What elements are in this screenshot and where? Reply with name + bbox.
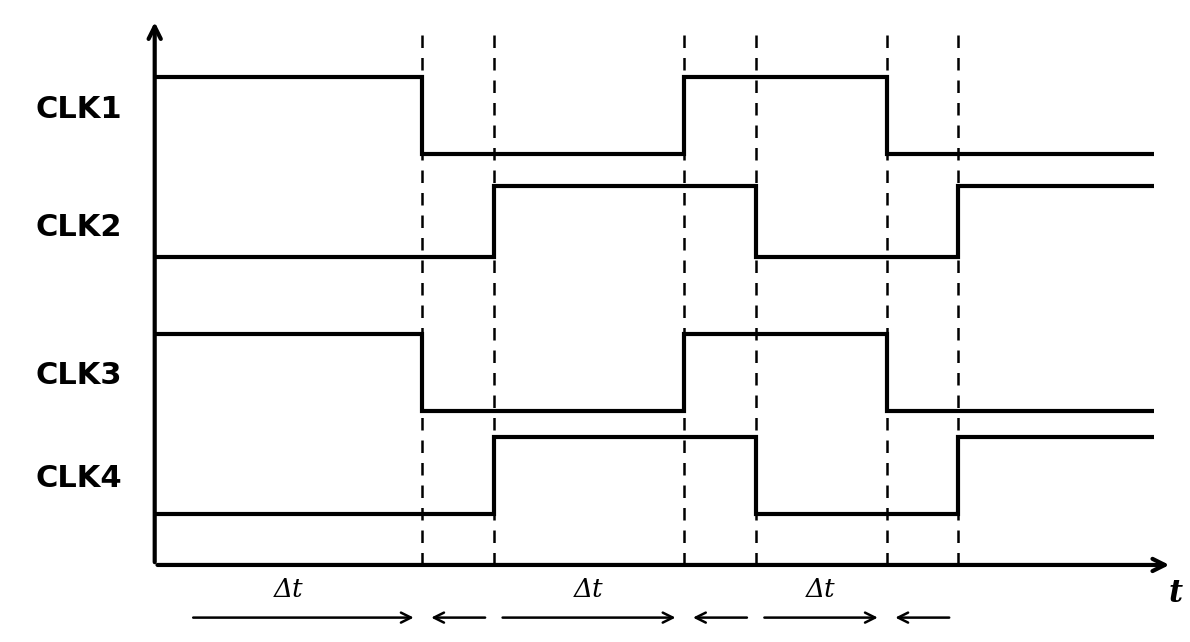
Text: CLK3: CLK3 (36, 361, 123, 390)
Text: CLK2: CLK2 (36, 213, 123, 243)
Text: Δt: Δt (807, 577, 835, 602)
Text: Δt: Δt (274, 577, 303, 602)
Text: CLK4: CLK4 (36, 464, 123, 493)
Text: Δt: Δt (575, 577, 603, 602)
Text: t: t (1169, 578, 1183, 609)
Text: CLK1: CLK1 (36, 94, 123, 124)
